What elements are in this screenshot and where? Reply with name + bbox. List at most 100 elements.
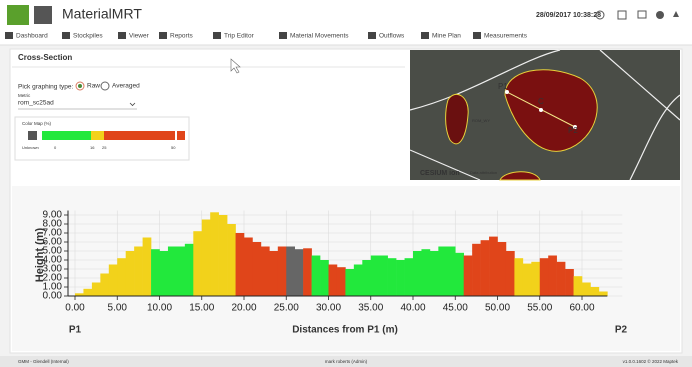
x-tick-label: 5.00 [108, 303, 128, 314]
colormap-label: 25 [102, 145, 107, 150]
map-attribution[interactable]: Data attribution [470, 170, 497, 175]
start-label: P1 [69, 325, 82, 336]
radio-averaged[interactable] [101, 82, 109, 90]
column [489, 237, 498, 296]
column [514, 258, 523, 296]
column [337, 267, 346, 296]
column [151, 249, 160, 296]
x-tick-label: 30.00 [316, 303, 341, 314]
column [354, 265, 363, 297]
column [362, 260, 371, 296]
x-tick-label: 40.00 [400, 303, 425, 314]
column [472, 244, 481, 296]
page: MaterialMRT 28/09/2017 10:38:28 Dashboar… [0, 0, 692, 367]
nav-item[interactable]: Material Movements [290, 33, 349, 40]
panel-title: Cross-Section [18, 53, 72, 62]
graph-type-label: Pick graphing type: [18, 84, 73, 91]
column [109, 265, 118, 297]
option-raw[interactable]: Raw [87, 83, 100, 90]
map-label: C [538, 97, 544, 106]
nav-item[interactable]: Outflows [379, 33, 405, 40]
column [176, 247, 185, 297]
section-point [539, 108, 543, 112]
map-label: ROM_WY [472, 118, 490, 123]
column [219, 215, 228, 296]
column [83, 289, 92, 296]
x-tick-label: 20.00 [231, 303, 256, 314]
column [303, 248, 312, 296]
colormap-seg [42, 131, 91, 140]
column [481, 240, 490, 296]
column [261, 247, 270, 297]
nav-item[interactable]: Trip Editor [224, 33, 255, 40]
nav-item[interactable]: Stockpiles [73, 33, 103, 40]
column [236, 233, 245, 296]
settings-icon[interactable] [656, 11, 664, 19]
nav-icon[interactable] [62, 32, 70, 39]
column [278, 247, 287, 297]
metric-value[interactable]: rom_sc25ad [18, 100, 54, 107]
colormap-unknown [28, 131, 37, 140]
column [531, 262, 540, 296]
radio-raw-dot [78, 84, 82, 88]
map-label: P2 [568, 126, 578, 135]
nav-icon[interactable] [279, 32, 287, 39]
column [312, 256, 321, 297]
x-tick-label: 50.00 [485, 303, 510, 314]
x-tick-label: 55.00 [527, 303, 552, 314]
nav-icon[interactable] [118, 32, 126, 39]
column [447, 247, 456, 297]
nav-item[interactable]: Dashboard [16, 33, 48, 40]
screen: MaterialMRT 28/09/2017 10:38:28 Dashboar… [0, 0, 692, 367]
column [252, 242, 261, 296]
nav-item[interactable]: Mine Plan [432, 33, 461, 40]
column [371, 256, 380, 297]
column [126, 251, 135, 296]
x-tick-label: 10.00 [147, 303, 172, 314]
nav-item[interactable]: Reports [170, 33, 194, 40]
footer-right: v1.0.0.1602 © 2022 Maptek [623, 358, 679, 364]
map-brand: CESIUM ion [420, 170, 460, 177]
column [396, 260, 405, 296]
datetime: 28/09/2017 10:38:28 [536, 12, 601, 19]
nav-icon[interactable] [159, 32, 167, 39]
nav-icon[interactable] [5, 32, 13, 39]
nav-icon[interactable] [473, 32, 481, 39]
colormap-title: Color Map (%) [22, 121, 52, 126]
column [185, 244, 194, 296]
column [210, 212, 219, 296]
x-tick-label: 15.00 [189, 303, 214, 314]
x-tick-label: 60.00 [569, 303, 594, 314]
metric-label: Metric [18, 93, 31, 98]
map-label: P1 [498, 82, 508, 91]
column [540, 258, 549, 296]
colormap-label: 16 [90, 145, 95, 150]
column [498, 242, 507, 296]
column [295, 249, 304, 296]
column [599, 292, 608, 297]
colormap-label: Unknown [22, 145, 39, 150]
option-averaged[interactable]: Averaged [112, 83, 140, 90]
end-label: P2 [615, 325, 628, 336]
column [160, 251, 169, 296]
column [523, 264, 532, 296]
x-tick-label: 35.00 [358, 303, 383, 314]
column [134, 247, 143, 297]
nav-item[interactable]: Measurements [484, 33, 528, 40]
app-title: MaterialMRT [62, 6, 142, 22]
column [574, 276, 583, 296]
footer-center: mark roberts (Admin) [325, 359, 368, 364]
column [320, 260, 329, 296]
column [92, 283, 101, 297]
nav-icon[interactable] [421, 32, 429, 39]
column [329, 265, 338, 297]
nav-item[interactable]: Viewer [129, 33, 150, 40]
column [388, 258, 397, 296]
logo[interactable] [7, 5, 29, 25]
colormap-seg [91, 131, 104, 140]
column [168, 247, 177, 297]
nav-icon[interactable] [368, 32, 376, 39]
nav-icon[interactable] [213, 32, 221, 39]
y-axis-label: Height (m) [34, 227, 46, 282]
logo-secondary [34, 6, 52, 24]
